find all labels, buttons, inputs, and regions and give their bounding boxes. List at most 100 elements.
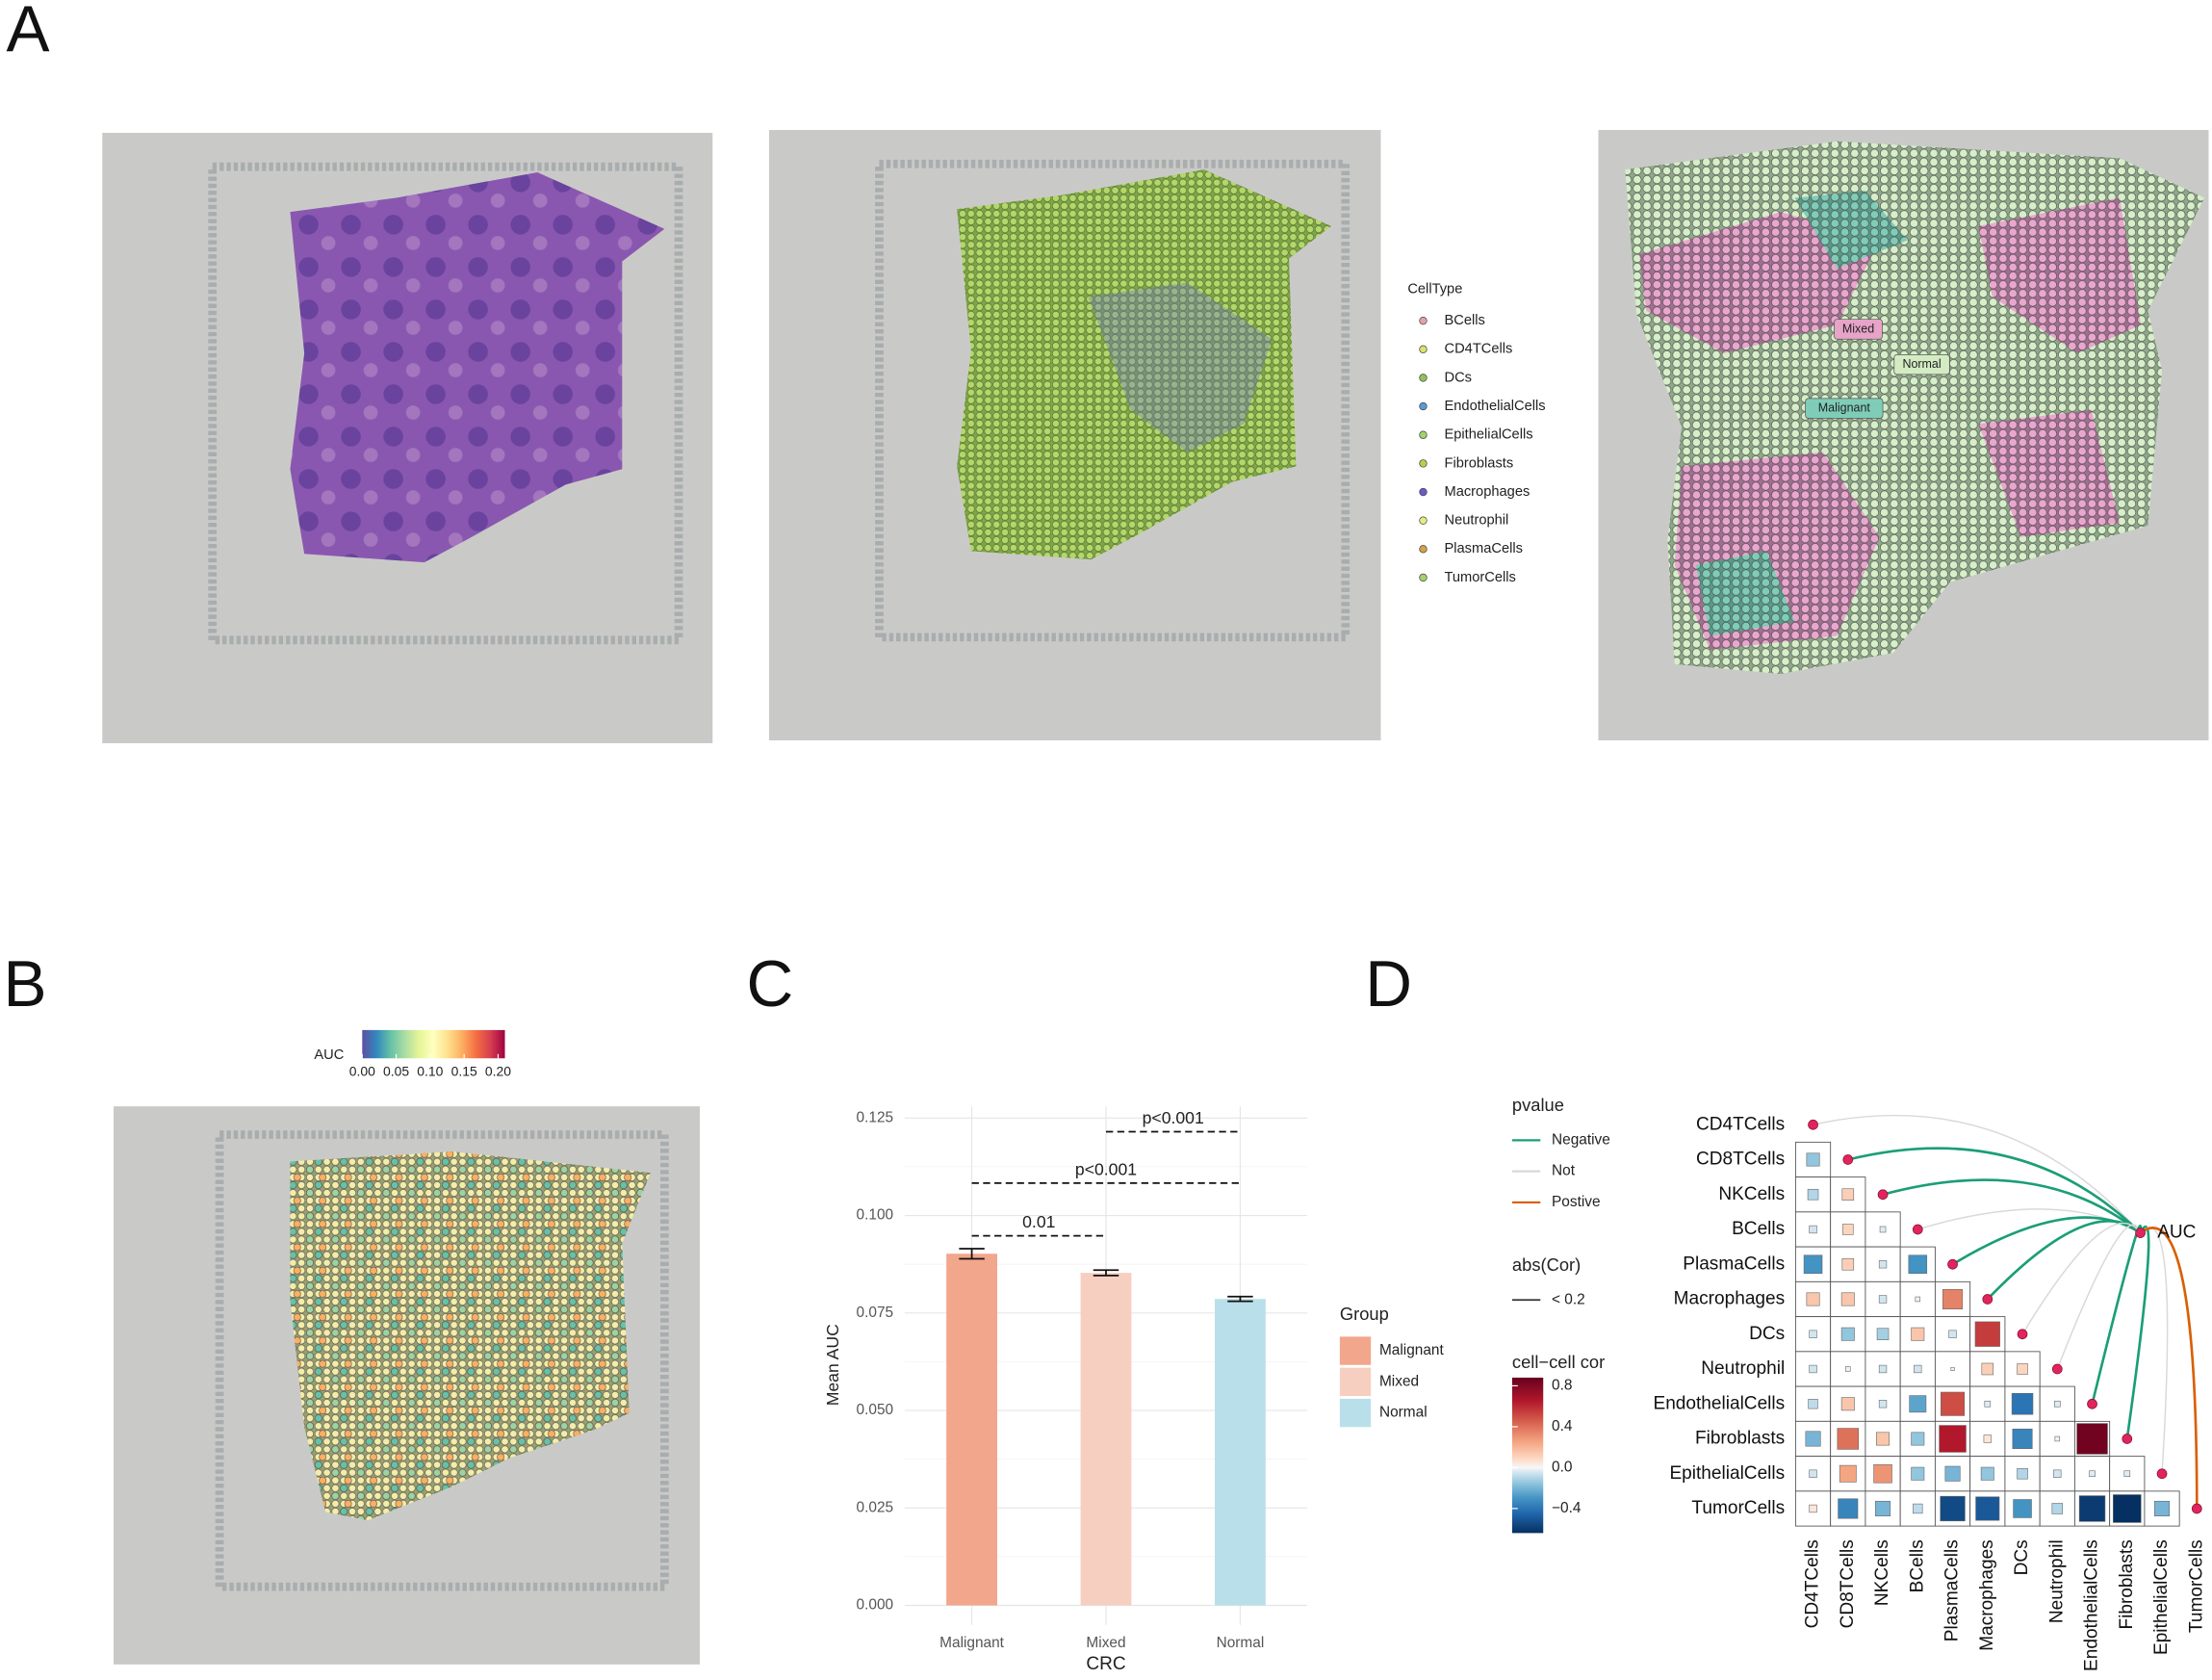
legend-key xyxy=(1419,430,1428,439)
row-label: DCs xyxy=(1749,1324,1785,1344)
legend-key xyxy=(1419,401,1428,411)
legend-title: abs(Cor) xyxy=(1512,1254,1581,1275)
colorbar-tick-label: 0.15 xyxy=(451,1064,477,1079)
row-label: Neutrophil xyxy=(1701,1358,1785,1379)
column-label: Fibroblasts xyxy=(2117,1539,2137,1629)
cell xyxy=(1914,1364,1922,1374)
legend-title: Group xyxy=(1340,1304,1389,1324)
cell xyxy=(1873,1463,1892,1484)
legend-key xyxy=(1419,316,1428,325)
legend-label: Not xyxy=(1552,1163,1576,1179)
link xyxy=(1847,1147,2142,1234)
region-label-box xyxy=(1893,354,1950,375)
tissue-image-he xyxy=(102,132,713,743)
legend-title: cell−cell cor xyxy=(1512,1352,1605,1372)
cell xyxy=(2012,1428,2033,1449)
cell xyxy=(1908,1254,1928,1274)
panel-label: A xyxy=(6,0,49,65)
cell xyxy=(1878,1295,1888,1304)
legend-key xyxy=(1419,487,1428,497)
colorbar-tick-label: 0.20 xyxy=(485,1064,511,1079)
comparison-label: p<0.001 xyxy=(1143,1108,1204,1127)
link-node xyxy=(1842,1154,1854,1165)
column-label: Macrophages xyxy=(1977,1539,1997,1651)
legend-key xyxy=(1419,374,1428,382)
link-node xyxy=(2087,1398,2097,1409)
colorbar-tick-label: 0.05 xyxy=(383,1064,409,1079)
cell xyxy=(1839,1464,1857,1483)
legend-key xyxy=(1419,573,1428,582)
cell xyxy=(2089,1470,2096,1478)
cell xyxy=(1913,1503,1923,1514)
column-label: PlasmaCells xyxy=(1942,1539,1963,1641)
x-axis-label: CRC xyxy=(1086,1654,1126,1674)
legend-key xyxy=(1419,345,1428,353)
legend-label: Fibroblasts xyxy=(1444,455,1513,471)
cell xyxy=(2123,1470,2131,1478)
y-axis-label: Mean AUC xyxy=(823,1324,842,1406)
region-label: Normal xyxy=(1902,357,1941,371)
cell xyxy=(1944,1465,1961,1482)
region-label: Mixed xyxy=(1842,322,1874,335)
colorbar-tick-label: 0.8 xyxy=(1552,1378,1572,1394)
cell xyxy=(1842,1224,1854,1235)
cell xyxy=(1975,1496,2000,1521)
panel-label: C xyxy=(746,948,793,1021)
cell-frame xyxy=(1934,1280,1971,1318)
column-label: CD4TCells xyxy=(1803,1539,1823,1628)
legend-key xyxy=(1419,459,1428,468)
cell-frame xyxy=(2144,1490,2180,1527)
cell xyxy=(1983,1434,1992,1443)
link xyxy=(2056,1224,2142,1370)
cell xyxy=(2051,1503,2064,1514)
cell xyxy=(1809,1330,1817,1338)
cell xyxy=(2078,1495,2106,1522)
region-label: Malignant xyxy=(1818,401,1871,414)
cell xyxy=(2017,1363,2028,1375)
comparison-label: 0.01 xyxy=(1022,1212,1055,1231)
cell xyxy=(1879,1226,1887,1233)
colorbar-tick-label: 0.10 xyxy=(417,1064,443,1079)
legend-label: Neutrophil xyxy=(1444,513,1508,529)
y-tick-label: 0.000 xyxy=(857,1597,894,1614)
cell xyxy=(1915,1296,1921,1303)
link xyxy=(2125,1226,2150,1439)
legend-label: EndothelialCells xyxy=(1444,399,1545,414)
link-node xyxy=(2122,1434,2133,1444)
cell xyxy=(2054,1435,2061,1442)
row-label: PlasmaCells xyxy=(1683,1254,1785,1274)
legend-label: Negative xyxy=(1552,1131,1610,1148)
cell xyxy=(1845,1366,1851,1372)
cell xyxy=(2113,1494,2142,1523)
link xyxy=(1813,1114,2142,1234)
cell xyxy=(1939,1425,1967,1453)
cell xyxy=(2017,1467,2028,1480)
cell xyxy=(1974,1321,2000,1347)
tissue-image-auc xyxy=(113,1106,701,1665)
column-label: NKCells xyxy=(1872,1539,1892,1606)
legend-label: EpithelialCells xyxy=(1444,427,1532,443)
cell xyxy=(1980,1466,1994,1481)
cell xyxy=(1840,1397,1855,1411)
target-node xyxy=(2135,1228,2146,1238)
cell xyxy=(1878,1400,1888,1409)
cell xyxy=(1878,1260,1888,1269)
cell xyxy=(1840,1327,1855,1341)
cell xyxy=(1806,1292,1820,1306)
region-label-box xyxy=(1805,398,1884,419)
legend-key xyxy=(1339,1367,1372,1397)
cell xyxy=(1840,1292,1855,1306)
y-tick-label: 0.100 xyxy=(857,1207,894,1224)
row-label: Fibroblasts xyxy=(1695,1429,1785,1449)
link-node xyxy=(2051,1363,2063,1375)
bar xyxy=(946,1254,997,1606)
tissue-image-celltype xyxy=(768,130,1381,741)
comparison-label: p<0.001 xyxy=(1075,1159,1137,1178)
legend-key xyxy=(1339,1398,1372,1428)
link-node xyxy=(2191,1503,2202,1514)
link-node xyxy=(2156,1468,2168,1480)
legend-label: < 0.2 xyxy=(1552,1291,1585,1307)
colorbar-tick-label: 0.4 xyxy=(1552,1418,1573,1434)
